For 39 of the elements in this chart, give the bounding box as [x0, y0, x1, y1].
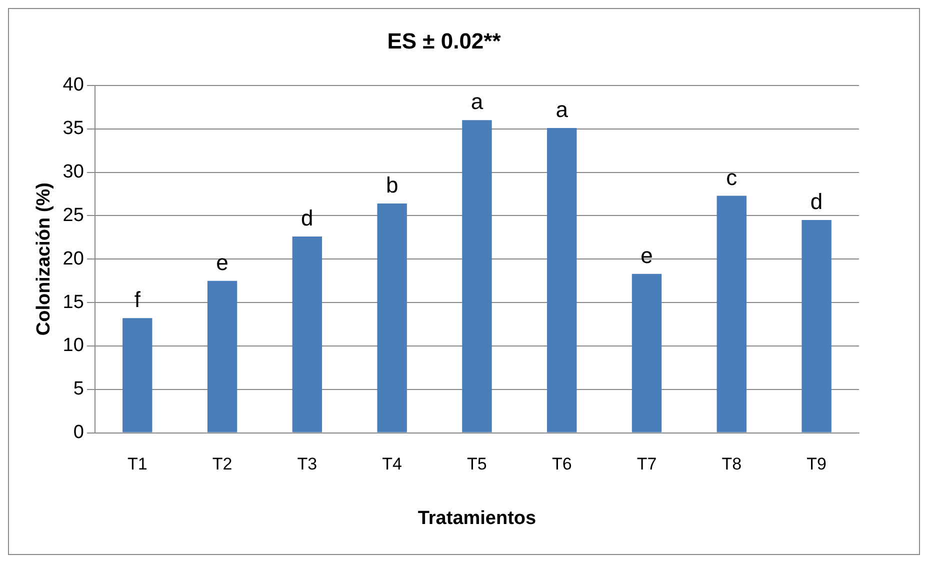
chart-title: ES ± 0.02**	[387, 28, 502, 54]
bar	[632, 274, 662, 432]
y-tick-label: 10	[62, 335, 84, 356]
annotation: c	[726, 164, 738, 190]
bar	[462, 120, 492, 432]
y-tick-label: 30	[62, 161, 84, 182]
bar	[207, 280, 238, 432]
annotation: d	[810, 189, 823, 214]
annotation: f	[134, 287, 142, 312]
y-tick-label: 35	[62, 118, 84, 140]
x-tick-label: T3	[297, 454, 318, 474]
y-axis-title: Colonización (%)	[34, 182, 55, 336]
x-tick-label: T1	[127, 454, 148, 474]
x-tick-label: T8	[722, 454, 742, 474]
annotation: a	[556, 97, 569, 122]
x-tick-label: T2	[212, 454, 232, 474]
bar	[716, 196, 747, 432]
bar	[377, 204, 407, 432]
annotation: d	[301, 206, 314, 231]
bar	[547, 128, 577, 432]
bar	[122, 318, 152, 432]
bar	[802, 220, 832, 432]
y-tick-label: 40	[62, 74, 84, 96]
x-tick-label: T4	[382, 454, 402, 474]
x-tick-label: T9	[806, 454, 826, 474]
x-tick-label: T7	[636, 454, 657, 474]
annotation: e	[216, 250, 228, 275]
y-tick-label: 5	[73, 378, 84, 400]
y-tick-label: 20	[62, 248, 84, 270]
y-tick-label: 15	[62, 292, 84, 313]
x-axis-title: Tratamientos	[418, 508, 536, 529]
x-tick-label: T6	[552, 454, 572, 474]
x-tick-label: T5	[467, 454, 487, 474]
y-tick-label: 0	[73, 422, 84, 444]
annotation: a	[470, 89, 484, 114]
annotation: e	[640, 242, 653, 268]
annotation: b	[386, 172, 398, 198]
bar	[292, 236, 322, 432]
y-tick-label: 25	[62, 204, 84, 226]
